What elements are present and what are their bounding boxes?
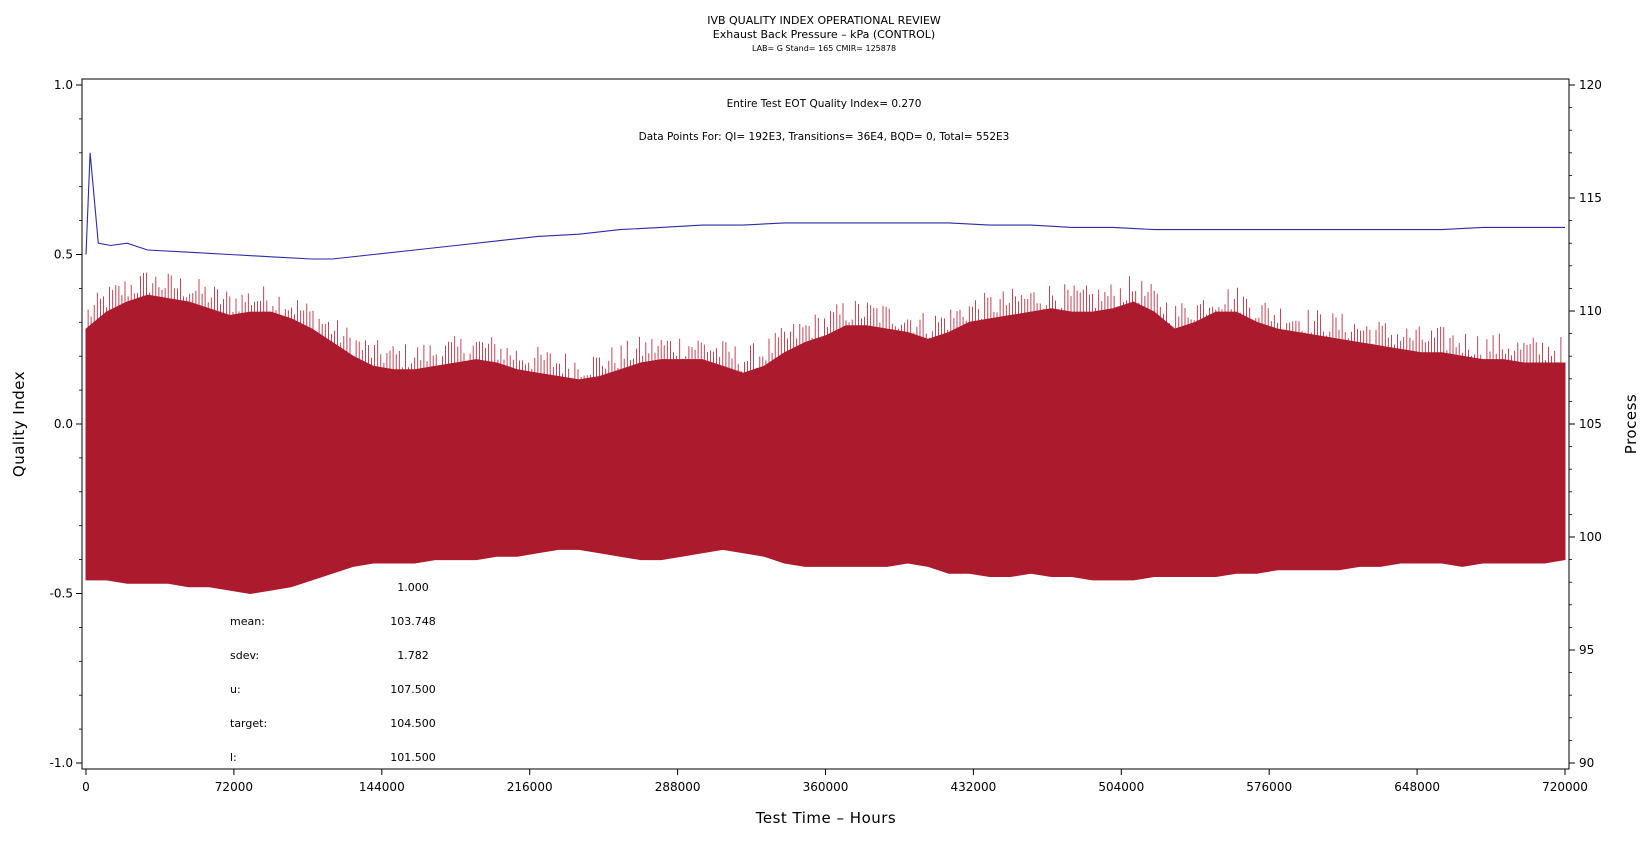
process-line	[85, 152, 1565, 260]
y-right-tick-label: 115	[1579, 191, 1602, 205]
stats-table: 1.000 mean: 103.748 sdev: 1.782 u: 107.500 targ…	[230, 581, 436, 764]
y-right-tick-label: 110	[1579, 304, 1602, 318]
y-right-tick-label: 120	[1579, 78, 1602, 92]
y-left-tick-label: -1.0	[50, 756, 73, 770]
y-right-tick-label: 95	[1579, 643, 1594, 657]
y-axis-label-right: Process	[1622, 394, 1640, 454]
x-tick-label: 360000	[803, 780, 849, 794]
x-axis-label: Test Time – Hours	[755, 809, 897, 827]
x-tick-label: 72000	[215, 780, 253, 794]
chart-subtitle-small: LAB= G Stand= 165 CMIR= 125878	[752, 44, 896, 53]
chart-title: IVB QUALITY INDEX OPERATIONAL REVIEW	[707, 14, 941, 27]
axes: 0 72000 144000 216000 288000 360000 432000 5040…	[50, 78, 1602, 794]
x-tick-label: 504000	[1098, 780, 1144, 794]
y-right-tick-label: 105	[1579, 417, 1602, 431]
y-right-tick-label: 90	[1579, 756, 1594, 770]
x-tick-label: 216000	[507, 780, 553, 794]
quality-index-band	[85, 294, 1566, 595]
y-left-tick-label: 0.0	[54, 417, 73, 431]
quality-index-spikes	[87, 272, 1562, 380]
stat-value: 104.500	[390, 717, 436, 730]
stat-value: 103.748	[390, 615, 436, 628]
stat-label: sdev:	[230, 649, 259, 662]
stat-label: u:	[230, 683, 241, 696]
annotation-quality-index: Entire Test EOT Quality Index= 0.270	[727, 98, 922, 110]
x-tick-label: 144000	[359, 780, 405, 794]
x-tick-label: 288000	[655, 780, 701, 794]
y-left-tick-label: 0.5	[54, 248, 73, 262]
y-left-tick-label: 1.0	[54, 78, 73, 92]
stat-value: 107.500	[390, 683, 436, 696]
stat-label: target:	[230, 717, 267, 730]
x-tick-label: 0	[82, 780, 90, 794]
annotation-data-points: Data Points For: QI= 192E3, Transitions=…	[639, 131, 1010, 143]
stat-value: 101.500	[390, 751, 436, 764]
x-tick-label: 432000	[950, 780, 996, 794]
x-tick-label: 648000	[1394, 780, 1440, 794]
chart-subtitle: Exhaust Back Pressure – kPa (CONTROL)	[713, 28, 935, 41]
y-axis-label-left: Quality Index	[10, 371, 28, 477]
plot-area	[85, 152, 1566, 595]
stat-value: 1.000	[397, 581, 429, 594]
x-tick-label: 720000	[1542, 780, 1588, 794]
x-tick-label: 576000	[1246, 780, 1292, 794]
stat-label: mean:	[230, 615, 265, 628]
y-right-tick-label: 100	[1579, 530, 1602, 544]
stat-label: l:	[230, 751, 237, 764]
y-left-tick-label: -0.5	[50, 587, 73, 601]
stat-value: 1.782	[397, 649, 429, 662]
